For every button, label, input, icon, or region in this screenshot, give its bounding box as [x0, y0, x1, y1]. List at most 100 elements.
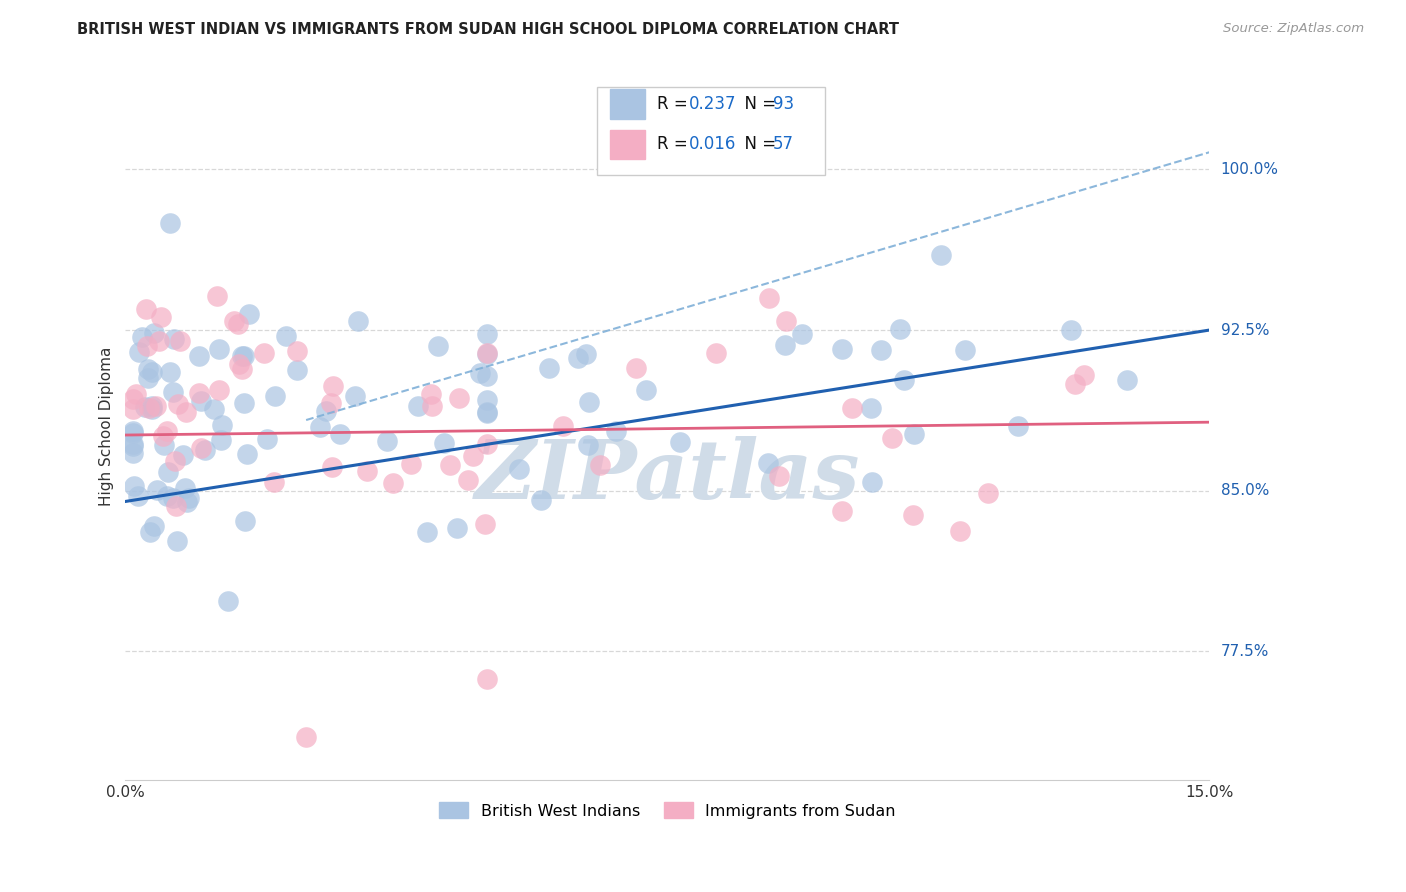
- Point: [319, 396, 342, 410]
- Point: [141, 365, 163, 379]
- Point: [274, 329, 297, 343]
- Point: [636, 384, 658, 398]
- Point: [121, 437, 143, 451]
- Point: [399, 458, 422, 472]
- Point: [475, 327, 498, 342]
- Point: [209, 434, 232, 448]
- Point: [167, 397, 190, 411]
- Point: [426, 338, 449, 352]
- Point: [179, 491, 201, 505]
- Point: [329, 426, 352, 441]
- Point: [256, 433, 278, 447]
- Point: [285, 363, 308, 377]
- Point: [236, 446, 259, 460]
- Point: [217, 594, 239, 608]
- Point: [205, 289, 228, 303]
- Point: [929, 248, 952, 262]
- Point: [468, 366, 491, 380]
- Point: [860, 401, 883, 415]
- Text: 92.5%: 92.5%: [1220, 323, 1270, 337]
- Y-axis label: High School Diploma: High School Diploma: [100, 347, 114, 506]
- Point: [174, 405, 197, 419]
- Point: [356, 464, 378, 478]
- Point: [194, 442, 217, 457]
- Point: [188, 385, 211, 400]
- Point: [152, 429, 174, 443]
- Point: [156, 424, 179, 438]
- Point: [233, 350, 256, 364]
- FancyBboxPatch shape: [610, 129, 645, 160]
- Point: [166, 533, 188, 548]
- Point: [831, 504, 853, 518]
- Point: [308, 420, 330, 434]
- Point: [893, 373, 915, 387]
- Point: [1060, 323, 1083, 337]
- Point: [475, 347, 498, 361]
- Point: [474, 517, 496, 532]
- Point: [190, 441, 212, 455]
- Point: [163, 332, 186, 346]
- Point: [145, 483, 167, 498]
- Point: [953, 343, 976, 358]
- Point: [138, 401, 160, 415]
- Point: [578, 395, 600, 409]
- Point: [136, 361, 159, 376]
- Point: [139, 525, 162, 540]
- Point: [233, 514, 256, 528]
- Point: [141, 402, 163, 417]
- Point: [128, 344, 150, 359]
- Point: [475, 369, 498, 384]
- Point: [626, 360, 648, 375]
- Point: [156, 489, 179, 503]
- Point: [475, 346, 498, 360]
- Point: [551, 419, 574, 434]
- Point: [1007, 419, 1029, 434]
- Point: [475, 406, 498, 420]
- Point: [121, 446, 143, 460]
- Text: 100.0%: 100.0%: [1220, 161, 1278, 177]
- Point: [228, 357, 250, 371]
- Point: [127, 489, 149, 503]
- Point: [162, 385, 184, 400]
- Point: [408, 399, 430, 413]
- Point: [756, 456, 779, 470]
- Point: [263, 475, 285, 489]
- Point: [141, 399, 163, 413]
- Point: [529, 492, 551, 507]
- Point: [538, 361, 561, 376]
- FancyBboxPatch shape: [610, 89, 645, 119]
- Point: [285, 344, 308, 359]
- Text: Source: ZipAtlas.com: Source: ZipAtlas.com: [1223, 22, 1364, 36]
- Point: [475, 392, 498, 407]
- Point: [153, 438, 176, 452]
- Point: [567, 351, 589, 365]
- Point: [420, 387, 443, 401]
- Legend: British West Indians, Immigrants from Sudan: British West Indians, Immigrants from Su…: [433, 796, 903, 825]
- Point: [860, 475, 883, 489]
- Point: [208, 342, 231, 356]
- Point: [253, 346, 276, 360]
- Point: [238, 307, 260, 321]
- Point: [882, 431, 904, 445]
- Point: [415, 524, 437, 539]
- Point: [977, 486, 1000, 500]
- Text: 85.0%: 85.0%: [1220, 483, 1268, 499]
- Point: [226, 317, 249, 331]
- Point: [231, 361, 253, 376]
- Point: [773, 337, 796, 351]
- Point: [295, 730, 318, 744]
- Point: [145, 399, 167, 413]
- Point: [122, 479, 145, 493]
- Point: [231, 349, 253, 363]
- Point: [121, 424, 143, 438]
- Point: [190, 394, 212, 409]
- Point: [125, 387, 148, 401]
- Point: [704, 345, 727, 359]
- Point: [575, 347, 598, 361]
- Point: [669, 434, 692, 449]
- Point: [121, 392, 143, 406]
- Point: [1073, 368, 1095, 382]
- Point: [347, 314, 370, 328]
- Point: [148, 334, 170, 349]
- Point: [343, 389, 366, 403]
